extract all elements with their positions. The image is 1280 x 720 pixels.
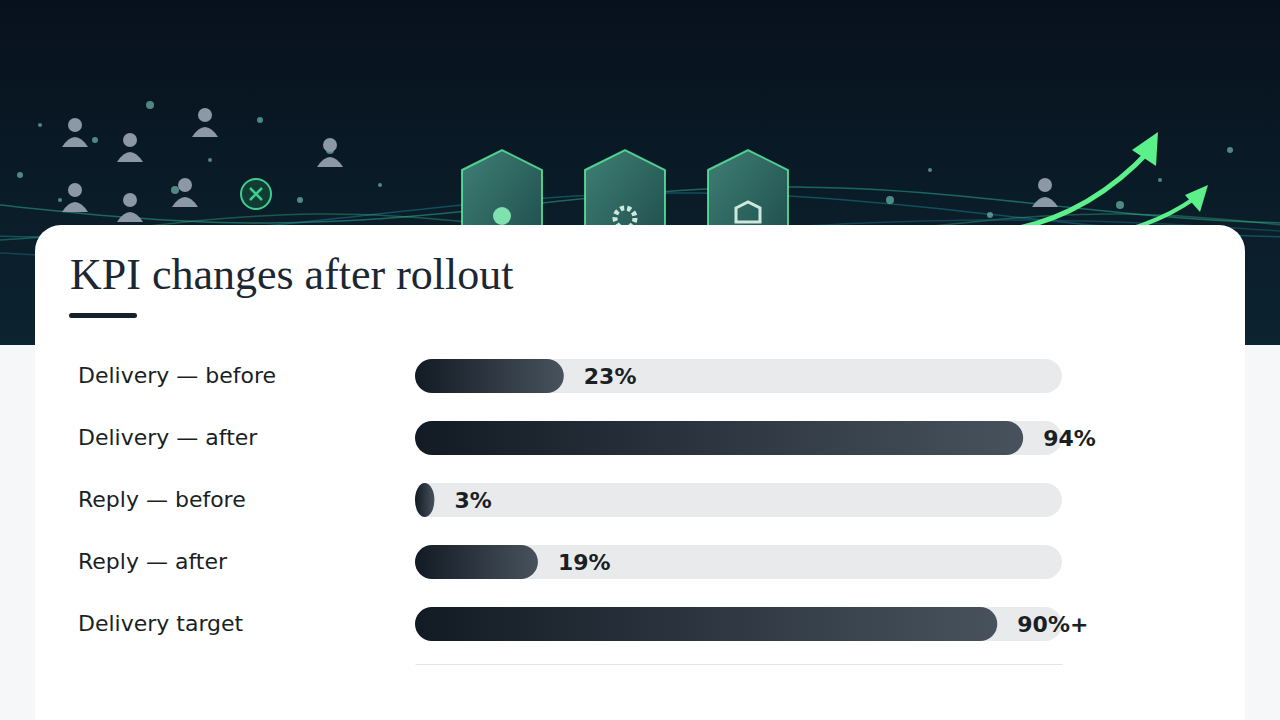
decoration-circle [378,183,382,187]
y-tick: Delivery — after [78,425,258,450]
decoration-circle [1116,201,1124,209]
decoration-path [172,197,198,207]
decoration-circle [1158,178,1162,182]
decoration-path [1132,132,1158,166]
category-label: Delivery — before [78,363,276,388]
track [415,607,1062,641]
decoration-circle [68,183,82,197]
decoration-circle [92,137,98,143]
decoration-path [736,202,760,222]
x-axis-line [416,664,1063,665]
category-label: Reply — before [78,487,246,512]
decoration-circle [987,212,993,218]
track [415,483,1062,517]
tracks [415,359,1062,641]
bar [415,421,1023,455]
track [415,545,1062,579]
decoration-circle [208,158,212,162]
bar [415,545,538,579]
y-tick: Reply — before [78,487,246,512]
decoration-path [1185,185,1208,212]
decoration-circle [886,196,894,204]
decoration-circle [58,198,62,202]
decoration-circle [68,118,82,132]
decoration-path [1032,197,1058,207]
decoration-path [1010,150,1150,230]
data-label: 3% [454,488,491,513]
decoration-circle [123,133,137,147]
decoration-path [317,157,343,167]
bar [415,607,997,641]
decoration-circle [17,172,23,178]
decoration-circle [146,101,154,109]
decoration-circle [323,138,337,152]
data-label: 23% [584,364,637,389]
y-axis: Delivery — before Delivery — after Reply —… [78,363,276,636]
bar [415,359,564,393]
category-label: Reply — after [78,549,228,574]
y-tick: Reply — after [78,549,228,574]
bars [415,359,1023,641]
decoration-circle [257,117,263,123]
decoration-circle [297,197,303,203]
track [415,421,1062,455]
decoration-circle [178,178,192,192]
card [35,225,1245,720]
y-tick: Delivery target [78,611,244,636]
decoration-circle [1038,178,1052,192]
decoration-path [250,188,262,200]
title-underline [69,313,137,318]
data-label: 19% [558,550,611,575]
decoration-circle [123,193,137,207]
data-label: 94% [1043,426,1096,451]
decoration-path [117,152,143,162]
x-axis [416,664,1063,665]
decoration-circle [928,168,932,172]
decoration-circle [493,207,511,225]
decoration-circle [1227,147,1233,153]
decoration-circle [241,179,271,209]
y-tick: Delivery — before [78,363,276,388]
decoration-path [117,212,143,222]
chart-root: KPI changes after rollout Delivery — befo… [0,0,1280,720]
decoration-path [62,202,88,212]
decoration-circle [171,186,179,194]
title: KPI changes after rollout [70,250,514,299]
track [415,359,1062,393]
decoration-path [62,137,88,147]
data-labels: 23% 94% 3% 19% 90%+ [454,364,1095,637]
decoration-circle [38,123,42,127]
category-label: Delivery — after [78,425,258,450]
decoration-circle [198,108,212,122]
category-label: Delivery target [78,611,244,636]
bar [415,483,434,517]
decoration-path [192,127,218,137]
data-label: 90%+ [1017,612,1088,637]
